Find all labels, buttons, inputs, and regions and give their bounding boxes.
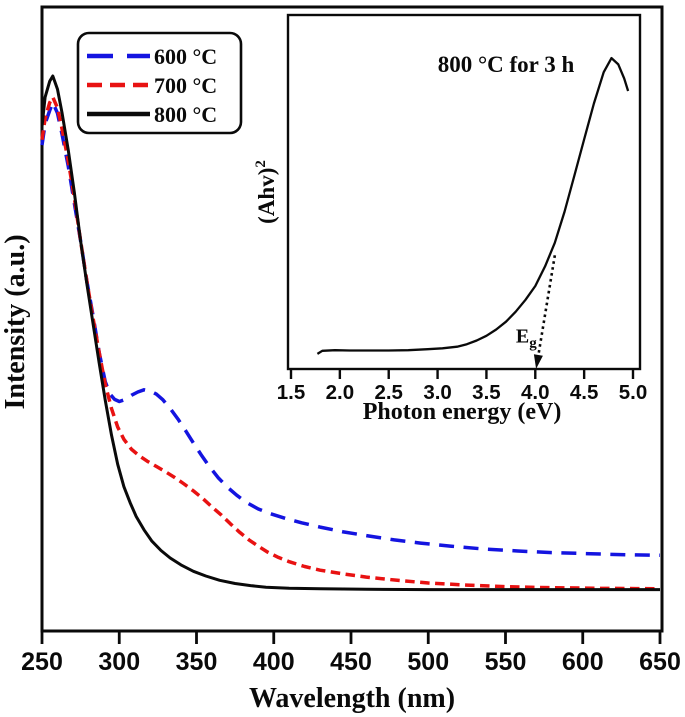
x-axis-tick-label: 500	[407, 648, 449, 676]
x-axis-tick-label: 600	[562, 648, 604, 676]
legend-label-700c: 700 °C	[154, 73, 217, 98]
inset-axes-box	[286, 13, 642, 371]
main-curves	[40, 74, 661, 592]
x-axis-tick-label: 450	[330, 648, 372, 676]
x-axis-tick-label: 250	[21, 648, 63, 676]
inset-x-axis-tick-label: 4.5	[570, 381, 599, 404]
band-gap-label-base: E	[516, 325, 529, 347]
inset-x-axis-tick-label: 3.0	[423, 381, 452, 404]
legend-label-800c: 800 °C	[154, 102, 217, 127]
inset-y-axis-title: (Ahv)2	[253, 160, 279, 224]
series-line-700c	[40, 95, 661, 591]
inset-y-axis-title-base: (Ahv)	[254, 168, 279, 224]
inset-x-axis-tick-label: 2.0	[326, 381, 355, 404]
inset-title: 800 °C for 3 h	[438, 52, 575, 77]
inset-curve	[316, 56, 630, 355]
inset-x-axis-tick-label: 1.5	[277, 381, 306, 404]
x-axis-tick-label: 550	[485, 648, 527, 676]
series-line-800c	[40, 74, 660, 592]
inset-y-axis-title-exponent: 2	[253, 160, 269, 168]
band-gap-annotation	[533, 255, 557, 369]
x-axis-title: Wavelength (nm)	[249, 683, 455, 714]
inset-curve-group	[316, 56, 630, 355]
band-gap-label: Eg	[516, 325, 537, 351]
inset-x-axis-tick-label: 3.5	[472, 381, 501, 404]
inset-plot: 1.5 2.0 2.5 3.0 3.5 4.0 4.5 5.0 800 °C for 3 h …	[253, 13, 648, 425]
legend: 600 °C 700 °C 800 °C	[76, 31, 243, 135]
main-plot: 250 300 350 400 450 500 550 600 650 Wavelength (…	[0, 5, 681, 714]
band-gap-label-subscript: g	[529, 335, 537, 351]
inset-x-axis-ticks: 1.5 2.0 2.5 3.0 3.5 4.0 4.5 5.0	[277, 369, 648, 404]
inset-x-axis-tick-label: 4.0	[521, 381, 550, 404]
y-axis-title: Intensity (a.u.)	[0, 234, 31, 409]
main-x-axis-ticks: 250 300 350 400 450 500 550 600 650	[21, 631, 681, 676]
legend-label-600c: 600 °C	[154, 44, 217, 69]
legend-box	[76, 31, 243, 135]
band-gap-arrowhead	[533, 354, 543, 369]
x-axis-tick-label: 650	[639, 648, 681, 676]
inset-x-axis-title: Photon energy (eV)	[363, 399, 562, 425]
x-axis-tick-label: 350	[176, 648, 218, 676]
inset-x-axis-tick-label: 5.0	[619, 381, 648, 404]
legend-samples	[87, 53, 150, 117]
inset-x-axis-tick-label: 2.5	[374, 381, 403, 404]
band-gap-extrapolation-line	[535, 255, 557, 365]
x-axis-tick-label: 400	[253, 648, 295, 676]
x-axis-tick-label: 300	[98, 648, 140, 676]
